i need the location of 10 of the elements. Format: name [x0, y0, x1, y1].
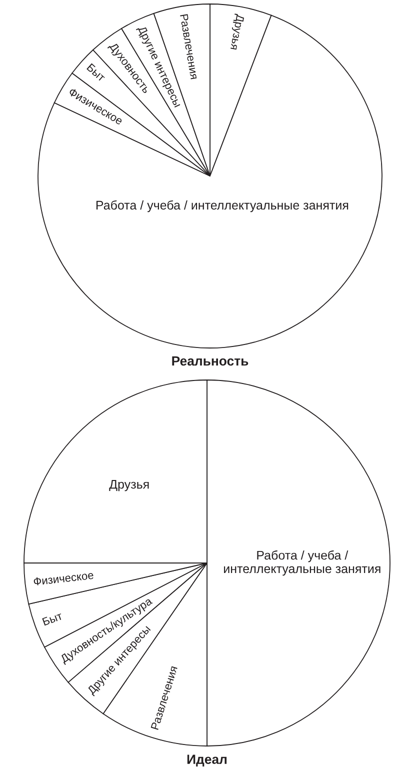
slice-label: Друзья — [228, 14, 244, 50]
slice-label: Развлечения — [180, 14, 198, 80]
text: Идеал — [187, 754, 227, 766]
slice-label: Работа / учеба / интеллектуальные занятия — [96, 200, 348, 212]
text: Реальность — [172, 356, 248, 366]
slice-label: Быт — [42, 612, 63, 626]
slice-label: Быт — [86, 63, 106, 82]
slice-label: Друзья — [109, 480, 149, 492]
slice-label: Работа / учеба / интеллектуальные занятия — [224, 550, 380, 576]
slice-label: Физическое — [33, 571, 94, 586]
